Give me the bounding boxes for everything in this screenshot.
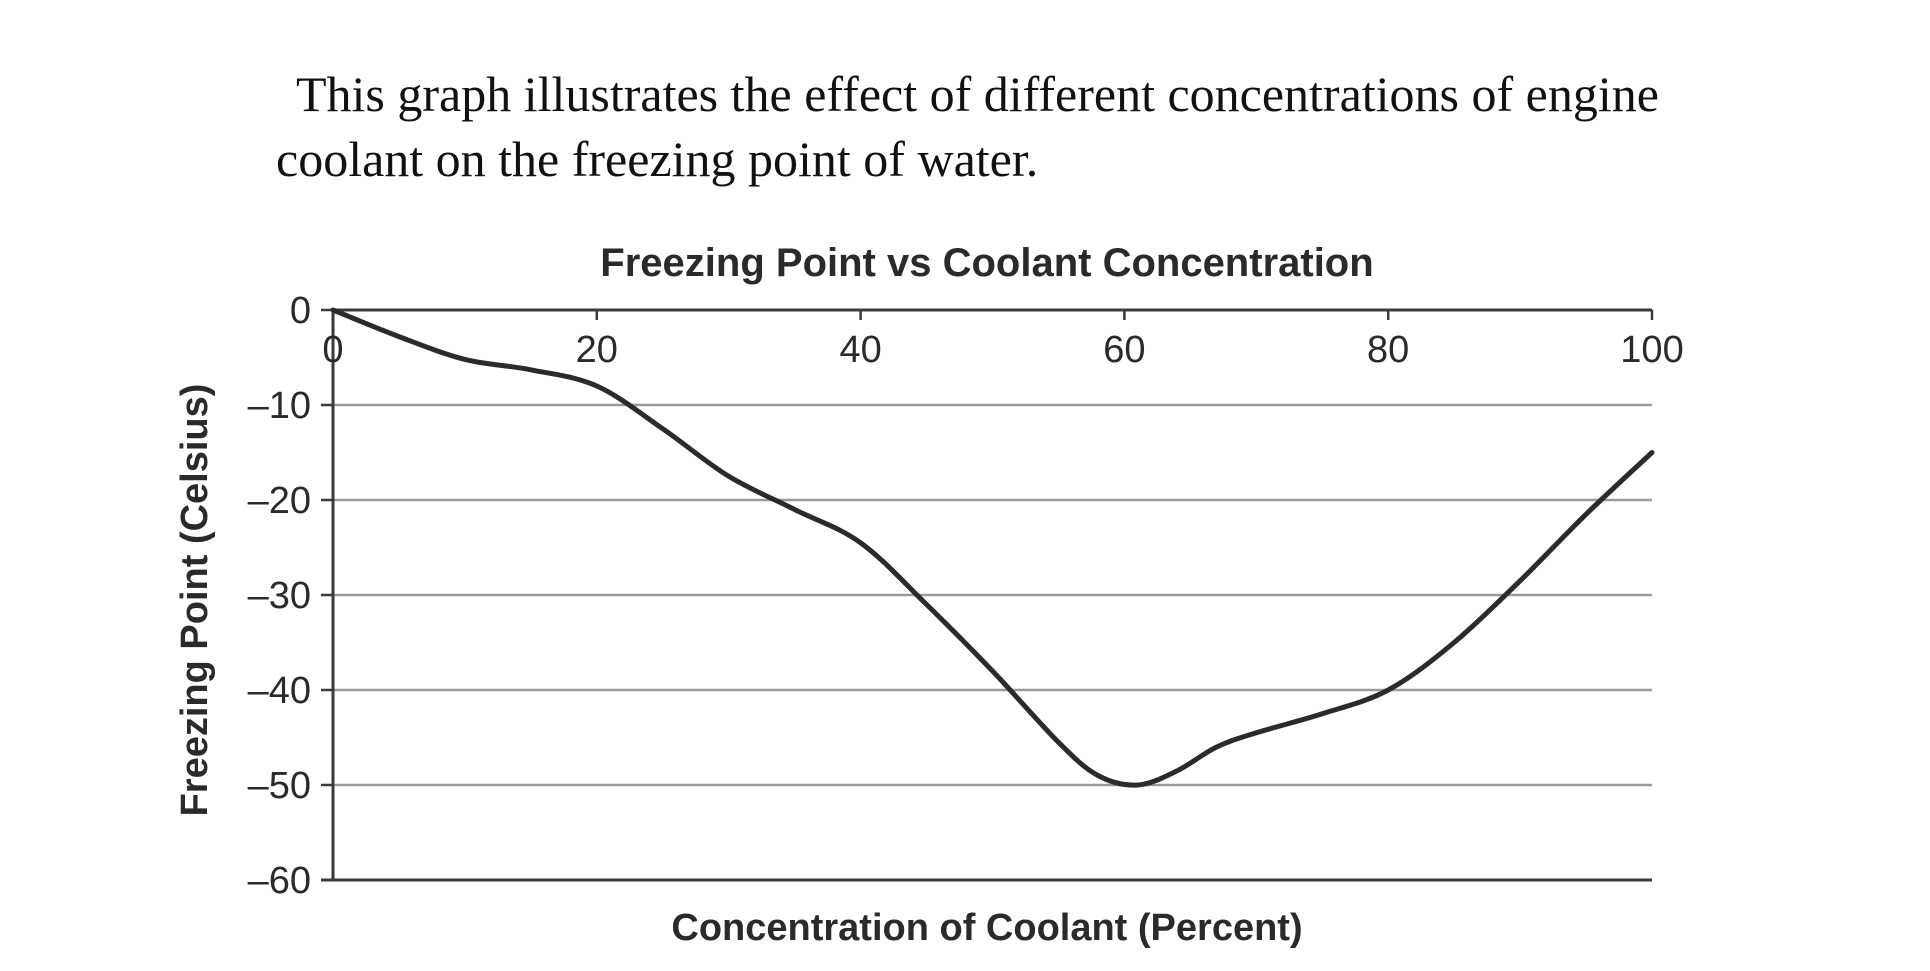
y-tick-label-2: –20 [248,480,311,522]
x-tick-label-4: 80 [1367,329,1409,371]
y-tick-label-6: –60 [248,860,311,902]
x-axis-ticks: 0 20 40 60 80 100 [322,310,1684,371]
y-axis-ticks: 0 –10 –20 –30 –40 –50 –60 [248,290,333,902]
series-line-0 [330,307,1655,788]
grid-lines [333,403,1652,787]
y-tick-label-4: –40 [248,670,311,712]
x-tick-label-0: 0 [322,329,343,371]
chart-title: Freezing Point vs Coolant Concentration [600,241,1373,285]
intro-text: This graph illustrates the effect of dif… [276,66,1659,187]
series-layer [330,307,1655,788]
x-tick-label-1: 20 [576,329,618,371]
x-tick-label-3: 60 [1103,329,1145,371]
x-tick-label-2: 40 [839,329,881,371]
y-tick-label-5: –50 [248,765,311,807]
y-tick-label-3: –30 [248,575,311,617]
y-tick-label-1: –10 [248,385,311,427]
x-tick-label-5: 100 [1620,329,1683,371]
x-axis-label: Concentration of Coolant (Percent) [671,907,1302,949]
y-tick-label-0: 0 [290,290,311,332]
y-axis-label: Freezing Point (Celsius) [174,384,216,817]
